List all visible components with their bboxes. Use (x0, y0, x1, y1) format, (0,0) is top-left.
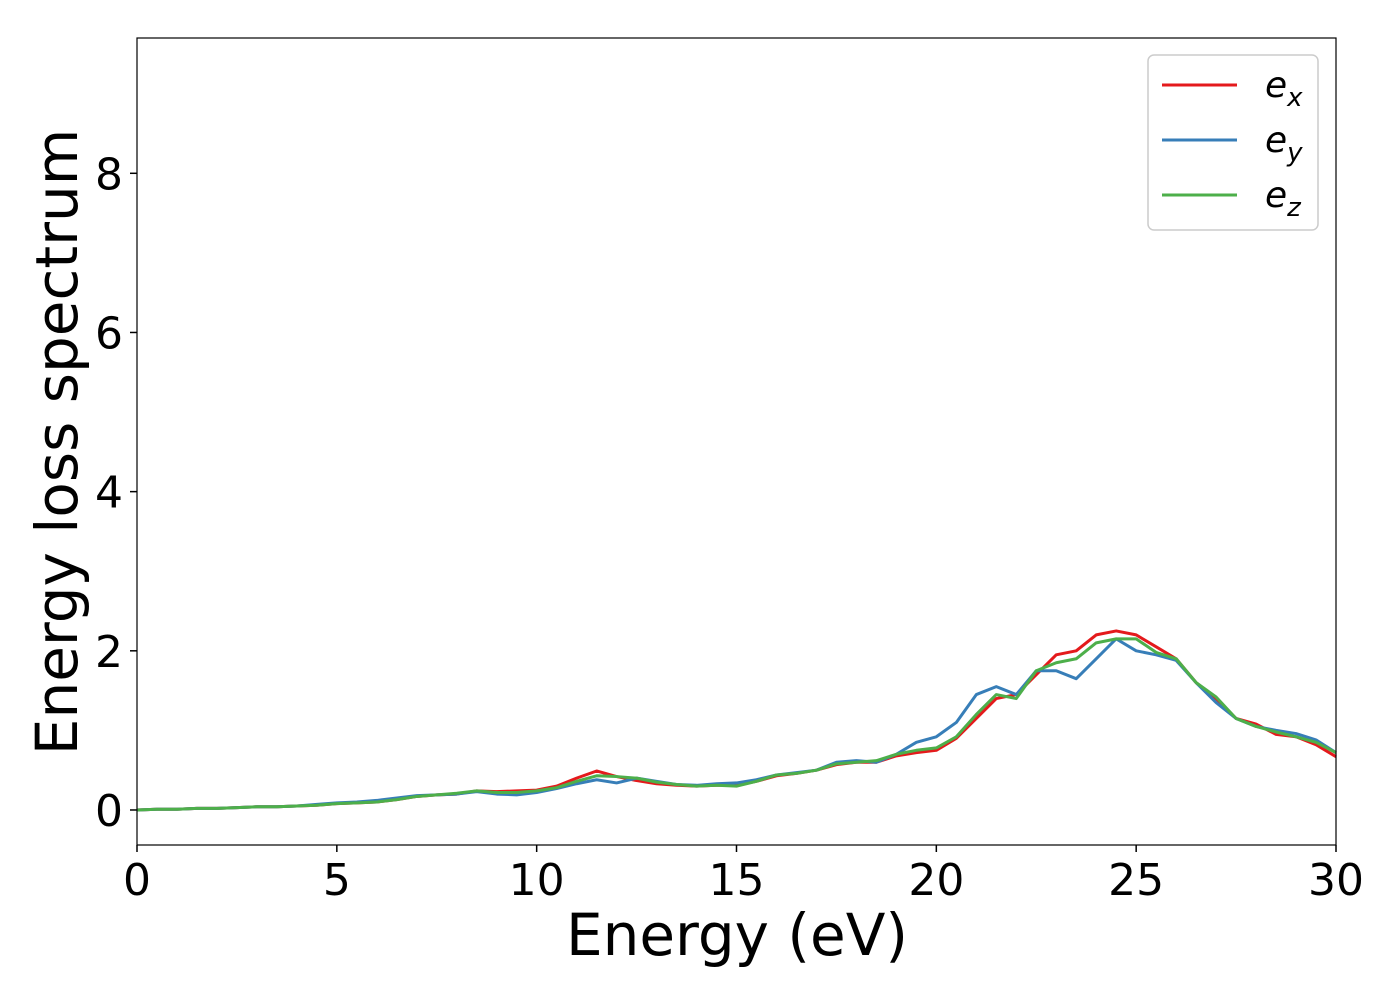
y-tick-label: 2 (95, 627, 123, 678)
x-axis-label: Energy (eV) (566, 901, 908, 969)
legend-label: ex (1265, 65, 1303, 113)
line-series (136, 637, 1337, 812)
y-axis-label: Energy loss spectrum (23, 129, 91, 755)
x-tick-label: 10 (509, 855, 565, 906)
legend-label: ey (1265, 120, 1303, 168)
x-tick-label: 25 (1108, 855, 1164, 906)
y-tick-label: 6 (95, 308, 123, 359)
y-tick-label: 8 (95, 149, 123, 200)
x-tick-label: 20 (908, 855, 964, 906)
legend-label: ez (1265, 175, 1302, 223)
x-tick-label: 15 (709, 855, 765, 906)
x-tick-label: 30 (1308, 855, 1364, 906)
legend-box (1147, 54, 1319, 231)
y-tick-label: 0 (95, 786, 123, 837)
line-series (136, 637, 1337, 812)
x-tick-label: 5 (323, 855, 351, 906)
plot-frame (136, 37, 1337, 846)
x-tick-label: 0 (123, 855, 151, 906)
y-tick-label: 4 (95, 468, 123, 519)
legend: ex ey ez (1147, 54, 1319, 231)
